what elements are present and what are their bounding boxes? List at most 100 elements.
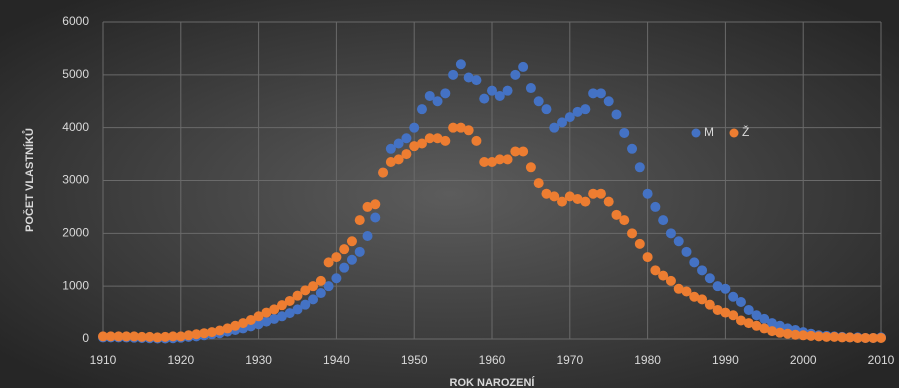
x-tick-label: 1970 <box>556 353 583 367</box>
point <box>720 307 731 318</box>
point <box>533 178 544 189</box>
point <box>813 331 824 342</box>
point <box>681 286 692 297</box>
point <box>339 262 350 273</box>
point <box>642 252 653 263</box>
point <box>525 162 536 173</box>
point <box>230 320 241 331</box>
point <box>658 215 669 226</box>
point <box>549 191 560 202</box>
point <box>354 246 365 257</box>
point <box>214 325 225 336</box>
y-tick-label: 2000 <box>62 226 89 240</box>
point <box>308 294 319 305</box>
point <box>238 318 249 329</box>
point <box>416 138 427 149</box>
point <box>728 291 739 302</box>
point <box>136 331 147 342</box>
point <box>424 90 435 101</box>
point <box>455 59 466 70</box>
point <box>650 265 661 276</box>
point <box>253 311 264 322</box>
point <box>603 96 614 107</box>
point <box>448 69 459 80</box>
point <box>595 188 606 199</box>
point <box>572 193 583 204</box>
point <box>782 328 793 339</box>
x-tick-label: 1950 <box>401 353 428 367</box>
point <box>759 313 770 324</box>
point <box>673 236 684 247</box>
point <box>627 228 638 239</box>
point <box>378 167 389 178</box>
y-tick-label: 5000 <box>62 67 89 81</box>
point <box>541 104 552 115</box>
point <box>448 122 459 133</box>
point <box>308 281 319 292</box>
point <box>245 314 256 325</box>
point <box>284 308 295 319</box>
point <box>292 304 303 315</box>
point <box>704 299 715 310</box>
x-axis-title: ROK NAROZENÍ <box>450 376 536 388</box>
x-tick-label: 1920 <box>167 353 194 367</box>
point <box>704 273 715 284</box>
point <box>253 319 264 330</box>
point <box>370 199 381 210</box>
y-tick-label: 1000 <box>62 278 89 292</box>
point <box>673 283 684 294</box>
point <box>852 332 863 343</box>
point <box>697 294 708 305</box>
point <box>619 215 630 226</box>
point <box>393 154 404 165</box>
x-tick-label: 2010 <box>868 353 895 367</box>
point <box>276 311 287 322</box>
point <box>416 104 427 115</box>
point <box>331 273 342 284</box>
point <box>175 331 186 342</box>
point <box>105 331 116 342</box>
point <box>292 290 303 301</box>
point <box>362 201 373 212</box>
point <box>494 90 505 101</box>
point <box>774 320 785 331</box>
point <box>346 236 357 247</box>
point <box>525 83 536 94</box>
point <box>144 331 155 342</box>
point <box>315 288 326 299</box>
point <box>665 275 676 286</box>
point <box>798 330 809 341</box>
point <box>751 320 762 331</box>
point <box>440 135 451 146</box>
legend-marker <box>729 128 739 138</box>
point <box>354 215 365 226</box>
point <box>743 304 754 315</box>
point <box>440 88 451 99</box>
point <box>564 191 575 202</box>
point <box>487 85 497 96</box>
point <box>533 96 544 107</box>
point <box>588 88 599 99</box>
point <box>323 281 334 292</box>
point <box>774 327 785 338</box>
point <box>580 196 591 207</box>
point <box>712 281 723 292</box>
point <box>603 196 614 207</box>
point <box>518 61 529 72</box>
point <box>759 323 770 334</box>
x-tick-label: 2000 <box>790 353 817 367</box>
point <box>805 330 816 341</box>
point <box>549 122 560 133</box>
y-tick-label: 3000 <box>62 173 89 187</box>
point <box>510 69 521 80</box>
point <box>564 112 575 123</box>
y-tick-label: 4000 <box>62 120 89 134</box>
point <box>300 299 311 310</box>
point <box>401 149 412 160</box>
point <box>712 304 723 315</box>
point <box>300 285 311 296</box>
point <box>168 331 179 342</box>
y-tick-label: 6000 <box>62 14 89 28</box>
point <box>502 85 513 96</box>
point <box>183 330 194 341</box>
